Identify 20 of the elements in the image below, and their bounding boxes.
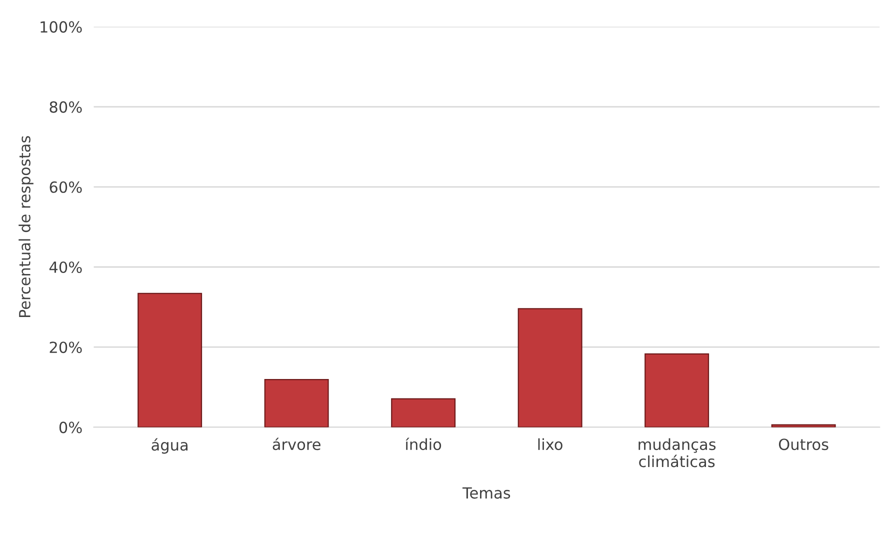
- bar: [138, 292, 202, 428]
- y-tick-label: 60%: [50, 181, 82, 193]
- x-tick-label: mudanças climáticas: [638, 438, 716, 468]
- x-tick-label: índio: [406, 438, 442, 450]
- bar: [771, 424, 836, 428]
- y-axis-title: Percentual de respostas: [18, 136, 34, 318]
- y-tick-label: 20%: [50, 342, 82, 354]
- x-tick-label: água: [152, 438, 188, 454]
- x-axis-title: Temas: [462, 487, 510, 499]
- x-tick-label: Outros: [778, 438, 828, 450]
- x-tick-label: árvore: [272, 438, 320, 450]
- x-tick-label: lixo: [538, 438, 562, 450]
- y-tick-label: 80%: [50, 101, 82, 113]
- y-tick-label: 40%: [49, 261, 82, 274]
- bar: [518, 308, 582, 428]
- bar: [644, 353, 710, 428]
- y-tick-label: 0%: [59, 422, 82, 434]
- y-tick-label: 100%: [40, 21, 82, 33]
- bar: [391, 398, 456, 428]
- bar: [264, 378, 329, 428]
